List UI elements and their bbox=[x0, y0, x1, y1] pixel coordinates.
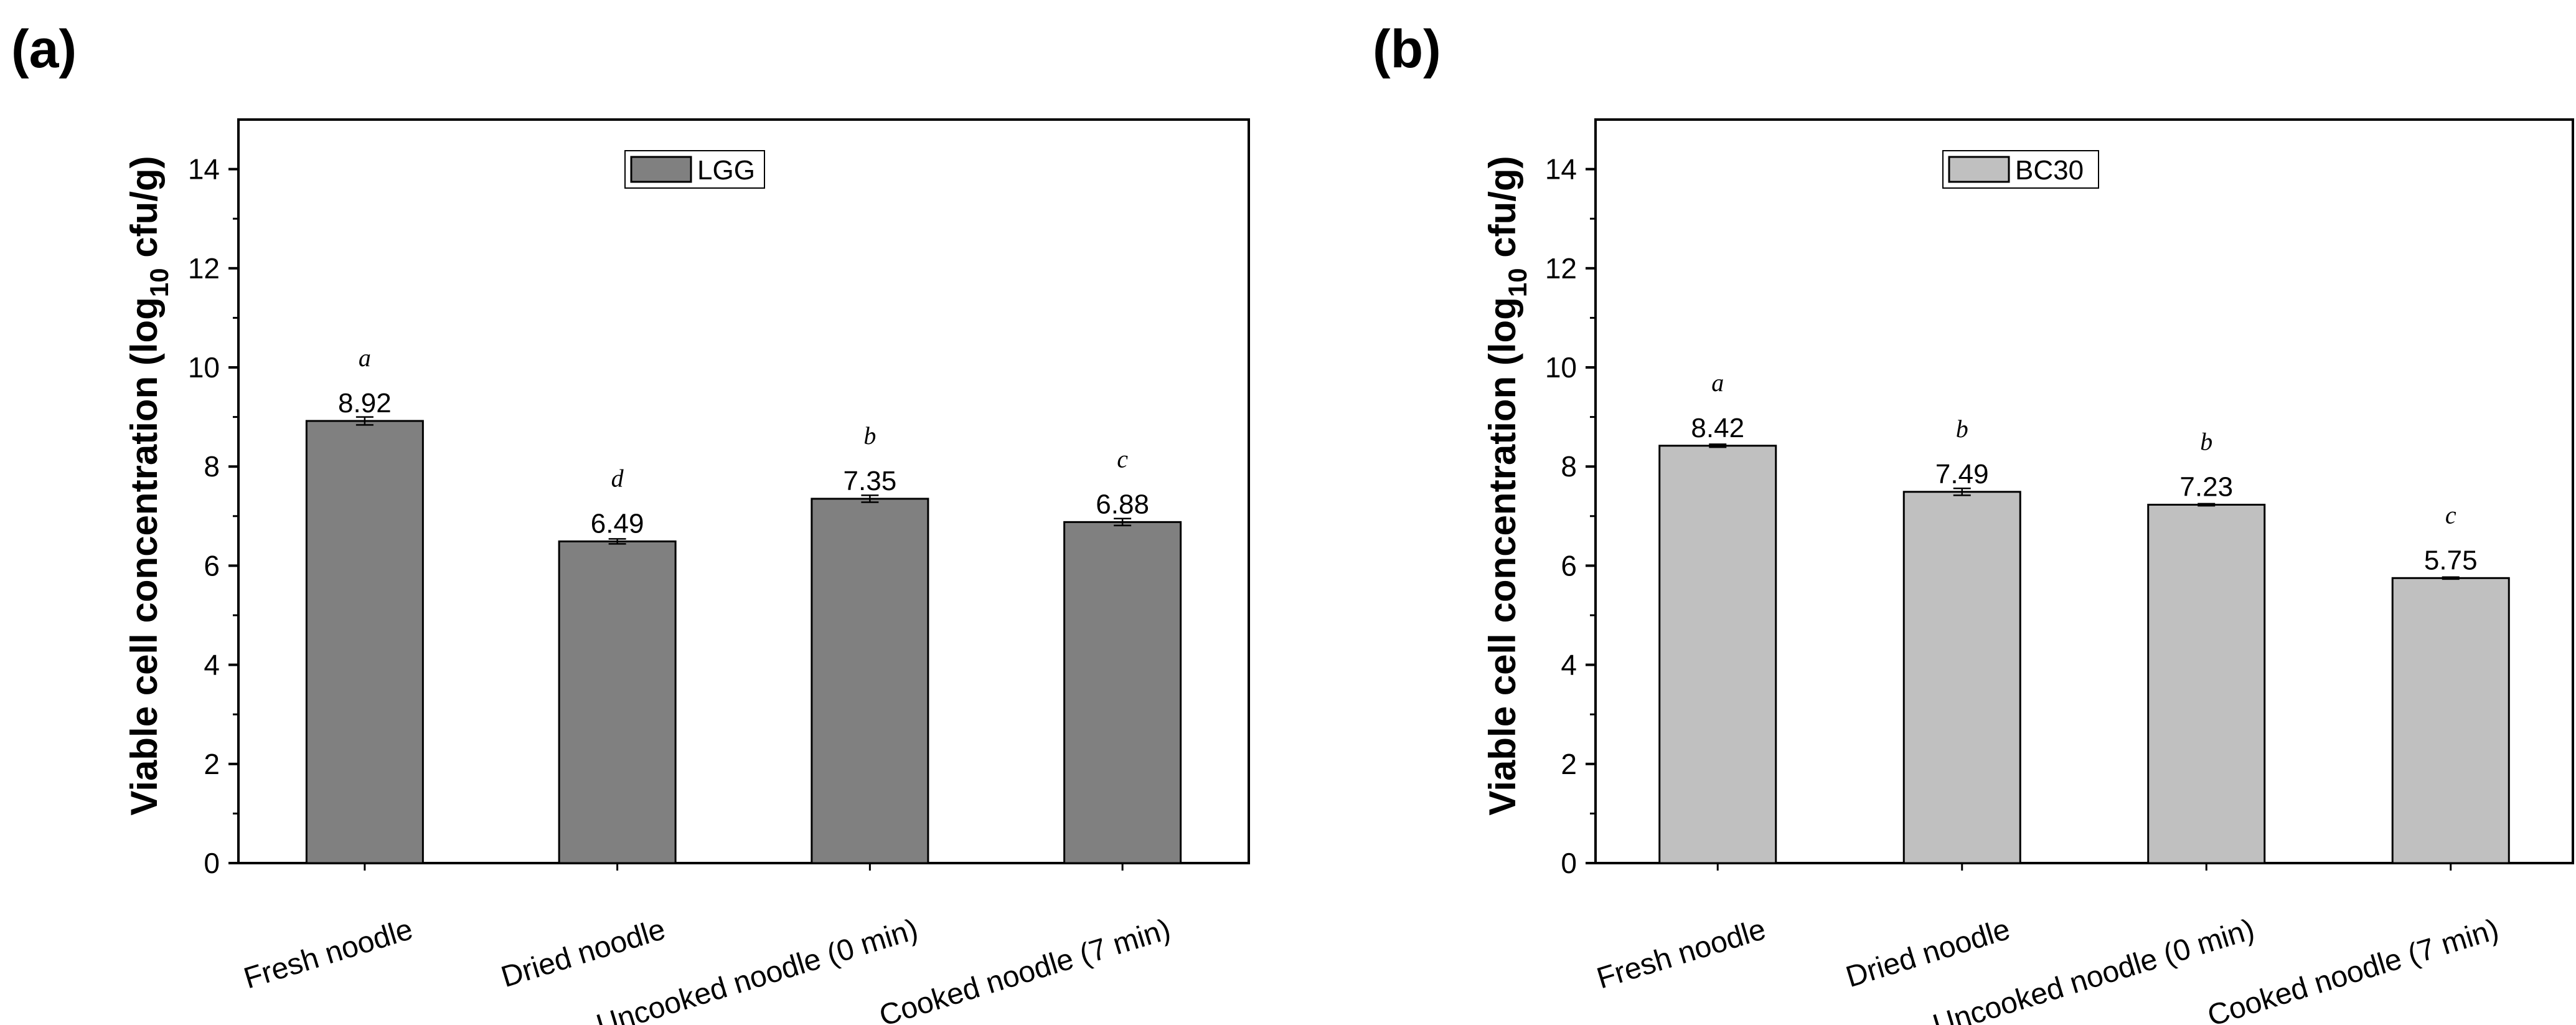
significance-letter: a bbox=[359, 344, 371, 372]
chart-panel-a: (a) Viable cell concentration (log10 cfu… bbox=[11, 19, 1250, 1025]
bar bbox=[1063, 521, 1182, 864]
y-tick-label: 6 bbox=[204, 549, 220, 582]
axes-frame bbox=[1594, 118, 2574, 864]
y-tick-label: 4 bbox=[204, 649, 220, 681]
plot-area: 0 2 4 6 8 10 12 14 8.92 a Fresh noodle 6.49 d Dried n… bbox=[188, 118, 1250, 1025]
legend-label: LGG bbox=[697, 155, 755, 186]
y-tick-label: 14 bbox=[1545, 153, 1577, 186]
legend-label: BC30 bbox=[2015, 155, 2084, 186]
bar bbox=[2147, 503, 2266, 864]
data-label: 7.49 bbox=[1935, 459, 1989, 489]
bar bbox=[811, 498, 929, 864]
y-axis-label: Viable cell concentration (log10 cfu/g) bbox=[1482, 156, 1532, 815]
chart-panel-b: (b) Viable cell concentration (log10 cfu… bbox=[1373, 19, 2574, 1025]
data-label: 8.42 bbox=[1691, 413, 1744, 443]
significance-letter: c bbox=[2445, 501, 2456, 529]
significance-letter: b bbox=[1956, 415, 1968, 443]
y-tick-label: 2 bbox=[204, 748, 220, 780]
y-tick-label: 6 bbox=[1561, 549, 1577, 582]
x-tick-label: Dried noodle bbox=[1842, 913, 2014, 994]
y-tick-label: 0 bbox=[1561, 847, 1577, 879]
bar bbox=[305, 420, 424, 864]
panel-label: (b) bbox=[1373, 19, 1441, 79]
y-tick-label: 4 bbox=[1561, 649, 1577, 681]
legend-swatch bbox=[1948, 156, 2010, 183]
y-tick-label: 8 bbox=[204, 450, 220, 483]
axes-frame bbox=[237, 118, 1250, 864]
data-label: 7.35 bbox=[844, 466, 897, 496]
y-tick-label: 12 bbox=[188, 252, 220, 285]
y-tick-label: 12 bbox=[1545, 252, 1577, 285]
legend: LGG bbox=[624, 150, 765, 189]
legend: BC30 bbox=[1942, 150, 2099, 189]
y-tick-label: 8 bbox=[1561, 450, 1577, 483]
significance-letter: b bbox=[2200, 427, 2212, 455]
x-tick-label: Fresh noodle bbox=[1593, 913, 1769, 996]
data-label: 6.49 bbox=[591, 508, 644, 539]
bar bbox=[558, 540, 677, 864]
significance-letter: c bbox=[1117, 445, 1128, 473]
bar bbox=[2391, 577, 2510, 864]
y-axis-label: Viable cell concentration (log10 cfu/g) bbox=[123, 156, 174, 815]
significance-letter: b bbox=[863, 422, 876, 450]
x-tick-label: Fresh noodle bbox=[240, 913, 416, 996]
significance-letter: d bbox=[611, 464, 624, 492]
plot-area: 0 2 4 6 8 10 12 14 8.42 a Fresh noodle 7.49 b Dried n… bbox=[1545, 118, 2574, 1025]
y-tick-label: 2 bbox=[1561, 748, 1577, 780]
data-label: 6.88 bbox=[1096, 489, 1149, 519]
x-tick-label: Cooked noodle (7 min) bbox=[875, 913, 1174, 1025]
x-tick-label: Dried noodle bbox=[497, 913, 669, 994]
y-tick-label: 0 bbox=[204, 847, 220, 879]
bar bbox=[1902, 491, 2021, 864]
y-tick-label: 10 bbox=[188, 351, 220, 384]
data-label: 8.92 bbox=[338, 388, 392, 418]
data-label: 7.23 bbox=[2179, 471, 2233, 502]
y-tick-label: 10 bbox=[1545, 351, 1577, 384]
legend-swatch bbox=[630, 156, 692, 183]
data-label: 5.75 bbox=[2424, 545, 2478, 575]
bar bbox=[1658, 445, 1777, 864]
y-tick-label: 14 bbox=[188, 153, 220, 186]
panel-label: (a) bbox=[11, 19, 77, 79]
significance-letter: a bbox=[1711, 369, 1724, 397]
